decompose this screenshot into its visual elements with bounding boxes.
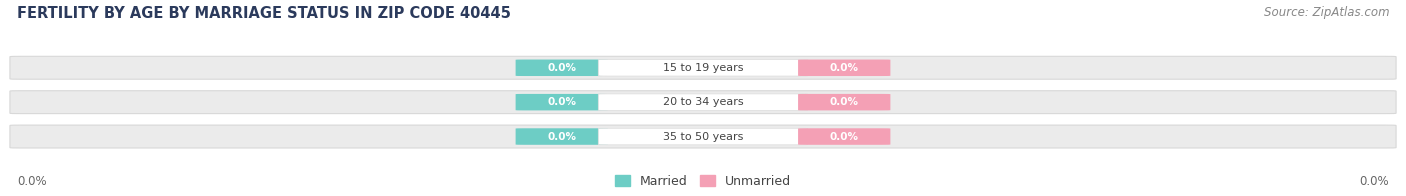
FancyBboxPatch shape — [799, 94, 890, 110]
Text: 0.0%: 0.0% — [547, 97, 576, 107]
FancyBboxPatch shape — [799, 128, 890, 145]
Text: 0.0%: 0.0% — [547, 132, 576, 142]
FancyBboxPatch shape — [10, 125, 1396, 148]
FancyBboxPatch shape — [10, 56, 1396, 79]
FancyBboxPatch shape — [599, 128, 807, 145]
Text: FERTILITY BY AGE BY MARRIAGE STATUS IN ZIP CODE 40445: FERTILITY BY AGE BY MARRIAGE STATUS IN Z… — [17, 6, 510, 21]
FancyBboxPatch shape — [599, 94, 807, 110]
FancyBboxPatch shape — [799, 60, 890, 76]
Text: 0.0%: 0.0% — [17, 175, 46, 188]
Text: 0.0%: 0.0% — [830, 132, 859, 142]
Legend: Married, Unmarried: Married, Unmarried — [614, 175, 792, 188]
Text: 35 to 50 years: 35 to 50 years — [662, 132, 744, 142]
Text: 0.0%: 0.0% — [830, 63, 859, 73]
FancyBboxPatch shape — [10, 91, 1396, 114]
FancyBboxPatch shape — [516, 60, 607, 76]
Text: 15 to 19 years: 15 to 19 years — [662, 63, 744, 73]
Text: 0.0%: 0.0% — [830, 97, 859, 107]
FancyBboxPatch shape — [516, 94, 607, 110]
Text: 20 to 34 years: 20 to 34 years — [662, 97, 744, 107]
Text: 0.0%: 0.0% — [1360, 175, 1389, 188]
FancyBboxPatch shape — [599, 60, 807, 76]
Text: Source: ZipAtlas.com: Source: ZipAtlas.com — [1264, 6, 1389, 19]
Text: 0.0%: 0.0% — [547, 63, 576, 73]
FancyBboxPatch shape — [516, 128, 607, 145]
